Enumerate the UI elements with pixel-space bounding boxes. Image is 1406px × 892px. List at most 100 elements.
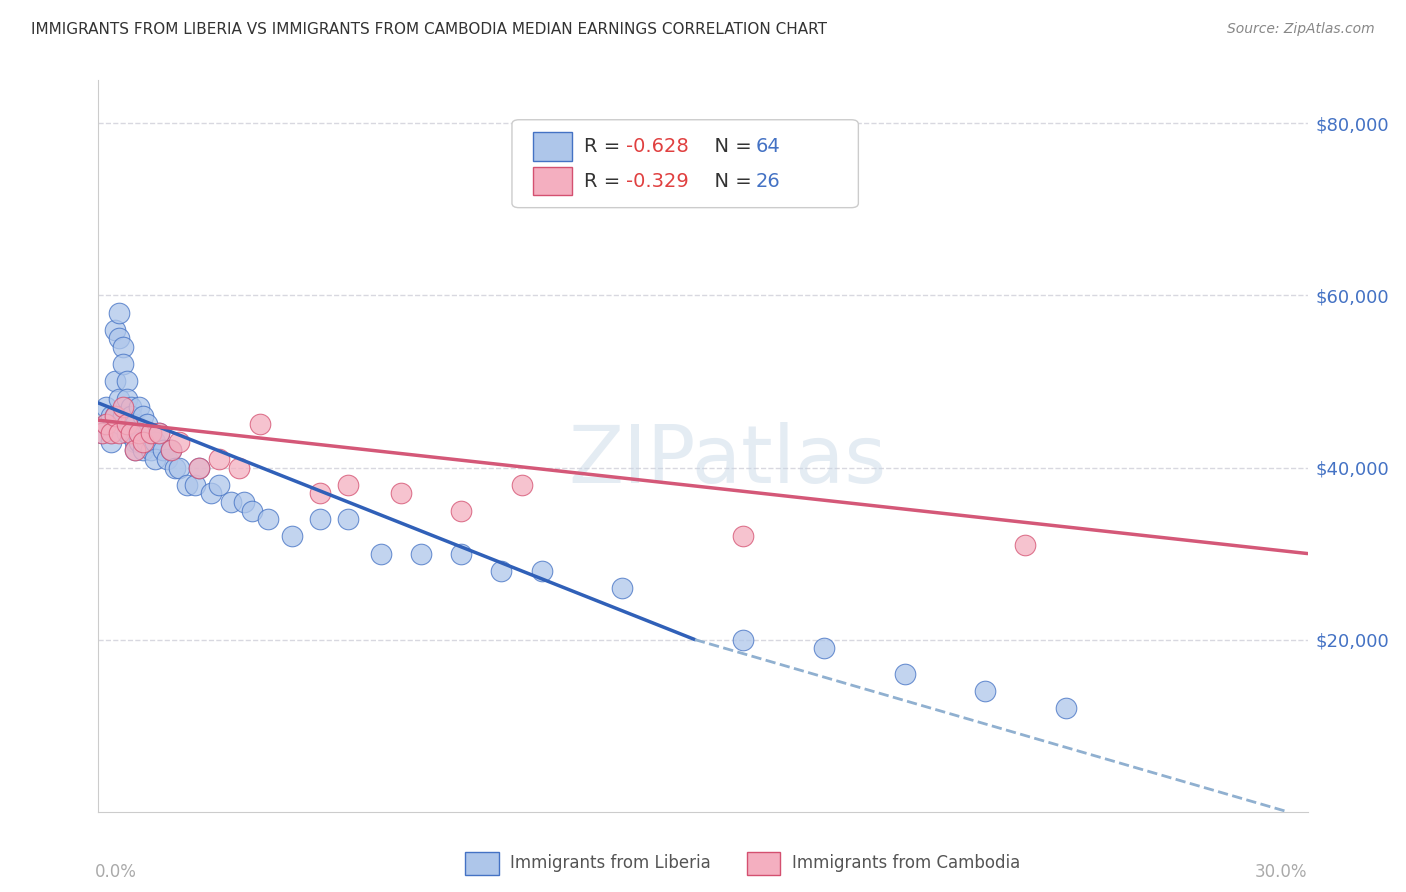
Point	[160, 443, 183, 458]
Point	[256, 512, 278, 526]
Point	[221, 495, 243, 509]
Point	[124, 417, 146, 432]
Point	[167, 460, 190, 475]
Point	[208, 477, 231, 491]
Point	[148, 426, 170, 441]
Point	[612, 581, 634, 595]
Point	[128, 426, 150, 441]
Point	[139, 426, 162, 441]
Point	[96, 417, 118, 432]
Text: 26: 26	[755, 171, 780, 191]
Text: -0.628: -0.628	[626, 136, 689, 156]
Text: IMMIGRANTS FROM LIBERIA VS IMMIGRANTS FROM CAMBODIA MEDIAN EARNINGS CORRELATION : IMMIGRANTS FROM LIBERIA VS IMMIGRANTS FR…	[31, 22, 827, 37]
Point	[115, 417, 138, 432]
Point	[156, 451, 179, 466]
Text: 64: 64	[755, 136, 780, 156]
Text: R =: R =	[583, 136, 626, 156]
Point	[120, 409, 142, 423]
Point	[143, 451, 166, 466]
Point	[103, 409, 125, 423]
Point	[389, 486, 412, 500]
Point	[200, 486, 222, 500]
Point	[160, 443, 183, 458]
Text: Immigrants from Liberia: Immigrants from Liberia	[510, 855, 711, 872]
Point	[232, 495, 254, 509]
Point	[450, 503, 472, 517]
Point	[111, 401, 134, 415]
Point	[530, 564, 553, 578]
Point	[240, 503, 263, 517]
Point	[1014, 538, 1036, 552]
Point	[733, 632, 755, 647]
Point	[103, 323, 125, 337]
Point	[115, 392, 138, 406]
Point	[100, 434, 122, 449]
Point	[450, 547, 472, 561]
Text: -0.329: -0.329	[626, 171, 689, 191]
Point	[228, 460, 250, 475]
Point	[96, 401, 118, 415]
Point	[132, 443, 155, 458]
Point	[337, 477, 360, 491]
Point	[510, 477, 533, 491]
Point	[91, 426, 114, 441]
Point	[111, 357, 134, 371]
Point	[281, 529, 304, 543]
Point	[188, 460, 211, 475]
Point	[249, 417, 271, 432]
Point	[124, 434, 146, 449]
Text: Source: ZipAtlas.com: Source: ZipAtlas.com	[1227, 22, 1375, 37]
Point	[132, 409, 155, 423]
Point	[115, 426, 138, 441]
Text: 0.0%: 0.0%	[94, 863, 136, 881]
Point	[128, 401, 150, 415]
Text: Immigrants from Cambodia: Immigrants from Cambodia	[792, 855, 1019, 872]
Point	[120, 401, 142, 415]
Point	[893, 667, 915, 681]
Point	[124, 443, 146, 458]
Point	[139, 443, 162, 458]
Point	[309, 512, 332, 526]
Text: R =: R =	[583, 171, 626, 191]
Text: ZIPatlas: ZIPatlas	[568, 422, 886, 500]
Point	[107, 305, 129, 319]
Point	[148, 426, 170, 441]
Point	[100, 426, 122, 441]
Point	[103, 409, 125, 423]
Point	[974, 684, 997, 698]
Point	[111, 340, 134, 354]
Point	[1054, 701, 1077, 715]
Point	[337, 512, 360, 526]
Point	[409, 547, 432, 561]
Point	[96, 417, 118, 432]
Point	[107, 331, 129, 345]
Point	[188, 460, 211, 475]
Point	[115, 375, 138, 389]
Point	[120, 426, 142, 441]
Point	[132, 434, 155, 449]
Point	[208, 451, 231, 466]
Point	[91, 426, 114, 441]
Point	[370, 547, 392, 561]
Point	[100, 409, 122, 423]
Point	[107, 426, 129, 441]
Point	[103, 375, 125, 389]
Point	[139, 426, 162, 441]
Point	[309, 486, 332, 500]
Point	[167, 434, 190, 449]
Point	[491, 564, 513, 578]
Point	[184, 477, 207, 491]
Point	[135, 434, 157, 449]
Point	[813, 641, 835, 656]
Point	[135, 417, 157, 432]
Point	[128, 434, 150, 449]
Point	[124, 443, 146, 458]
Point	[128, 426, 150, 441]
Point	[111, 409, 134, 423]
Point	[176, 477, 198, 491]
Point	[733, 529, 755, 543]
Point	[143, 434, 166, 449]
Text: N =: N =	[702, 171, 758, 191]
Text: 30.0%: 30.0%	[1256, 863, 1308, 881]
Point	[120, 426, 142, 441]
